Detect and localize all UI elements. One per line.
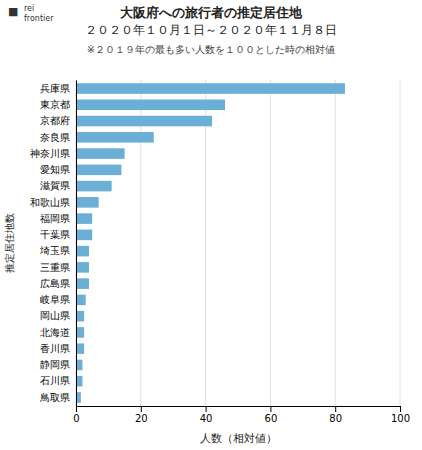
y-tick-label: 岐阜県 [40,294,70,305]
annotation: frontier [24,14,54,23]
y-tick: 奈良県 [40,132,76,143]
x-tick: 100 [391,406,410,424]
y-tick-label: 岡山県 [40,310,70,321]
grid-line [140,80,141,406]
annotation: rei [24,4,34,13]
x-axis: 0 20 40 60 80 100 [73,406,410,424]
x-tick-mark [141,406,142,412]
y-tick: 埼玉県 [39,245,76,256]
x-axis-title: 人数（相対値） [200,432,277,445]
y-tick: 東京都 [40,99,76,110]
y-tick: 石川県 [40,375,76,386]
chart: ■ reifrontier 大阪府への旅行者の推定居住地 ２０２０年１０月１日～２０２… [0,0,422,450]
y-tick: 三重県 [40,262,76,273]
y-tick: 福岡県 [40,213,76,224]
subtitle: ※２０１９年の最も多い人数を１００とした時の相対値 [87,44,335,55]
y-tick: 広島県 [40,278,76,289]
bar [76,197,99,208]
x-tick: 40 [200,406,213,424]
y-tick-label: 三重県 [40,262,70,273]
y-tick: 北海道 [40,327,76,338]
y-tick-label: 滋賀県 [40,180,70,191]
y-tick: 静岡県 [40,359,76,370]
y-tick-label: 兵庫県 [40,83,70,94]
bar [76,230,92,241]
x-tick-mark [270,406,271,412]
plot: 0 20 40 60 80 100 兵庫県東京都京都府奈良県神奈川県愛知県滋賀県和歌山県福岡… [30,80,410,424]
title: 大阪府への旅行者の推定居住地 [120,5,303,20]
y-tick: 千葉県 [40,229,76,240]
y-tick: 鳥取県 [39,392,76,403]
x-tick-mark [335,406,336,412]
y-tick-label: 北海道 [40,327,70,338]
x-tick-label: 100 [391,413,410,424]
y-tick-label: 和歌山県 [30,197,70,208]
grid-line [270,80,271,406]
y-tick-label: 愛知県 [40,164,70,175]
bar [76,213,92,224]
y-tick-label: 京都府 [40,115,70,126]
y-tick-label: 静岡県 [40,359,70,370]
y-tick-label: 東京都 [40,99,70,110]
grid-line [205,80,206,406]
y-tick-label: 広島県 [40,278,70,289]
y-tick: 滋賀県 [40,180,76,191]
y-tick-label: 千葉県 [40,229,70,240]
x-tick-label: 60 [265,413,278,424]
y-tick: 神奈川県 [30,148,76,159]
y-tick-label: 香川県 [40,343,70,354]
grid [76,80,400,406]
y-tick-label: 鳥取県 [39,392,70,403]
y-tick: 和歌山県 [30,197,76,208]
x-tick-mark [76,406,77,412]
x-tick-label: 20 [135,413,148,424]
y-tick: 岐阜県 [40,294,76,305]
bar [76,148,125,159]
y-tick-label: 神奈川県 [30,148,70,159]
x-tick: 60 [265,406,278,424]
bar [76,327,84,338]
y-tick: 兵庫県 [40,83,76,94]
y-axis-title: 推定居住地数 [4,213,15,273]
bar [76,278,89,289]
bar [76,181,112,192]
bar [76,132,154,143]
x-tick: 20 [135,406,148,424]
x-tick-mark [400,406,401,412]
y-axis-line [76,81,77,407]
x-tick-mark [206,406,207,412]
bar [76,295,86,306]
bar [76,165,121,176]
y-tick: 愛知県 [40,164,76,175]
y-tick-label: 奈良県 [40,132,70,143]
y-tick-label: 石川県 [40,375,70,386]
x-tick-label: 0 [73,413,79,424]
bar [76,100,225,111]
x-axis-line [77,407,401,413]
x-tick: 0 [73,406,79,424]
y-tick: 京都府 [40,115,76,126]
x-tick: 80 [329,406,342,424]
bar [76,311,84,322]
y-tick: 岡山県 [40,310,76,321]
bar [76,83,345,94]
bar [76,262,89,273]
y-tick: 香川県 [40,343,76,354]
y-axis: 兵庫県東京都京都府奈良県神奈川県愛知県滋賀県和歌山県福岡県千葉県埼玉県三重県広島… [30,81,77,407]
bars [76,83,345,402]
grid-line [335,80,336,406]
bar [76,116,212,127]
grid-line [400,80,401,406]
annotation: ■ [8,5,18,18]
title: ２０２０年１０月１日～２０２０年１１月８日 [85,23,337,37]
bar [76,246,89,257]
x-tick-label: 40 [200,413,213,424]
x-tick-label: 80 [329,413,342,424]
grid-line [76,80,77,406]
y-tick-label: 埼玉県 [39,245,70,256]
bar [76,343,84,354]
y-tick-label: 福岡県 [40,213,70,224]
